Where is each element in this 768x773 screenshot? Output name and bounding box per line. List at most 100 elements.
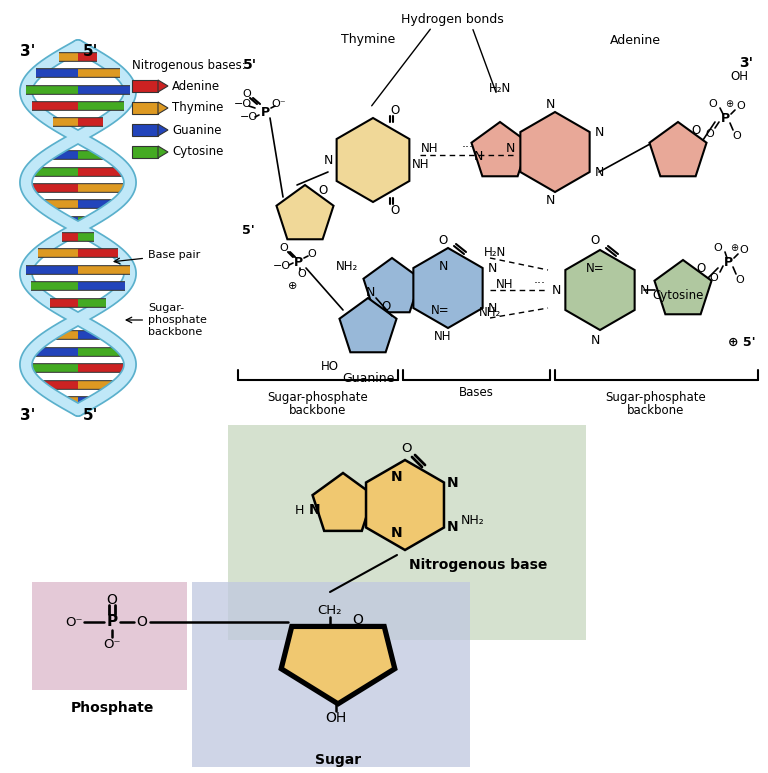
Text: N: N xyxy=(473,151,482,164)
Polygon shape xyxy=(283,628,393,702)
Text: OH: OH xyxy=(730,70,748,83)
Text: Adenine: Adenine xyxy=(610,33,660,46)
Text: O: O xyxy=(713,243,723,253)
Text: NH₂: NH₂ xyxy=(336,260,358,273)
Text: H₂N: H₂N xyxy=(484,246,506,258)
Text: N=: N= xyxy=(586,261,604,274)
Text: O: O xyxy=(390,203,399,216)
Polygon shape xyxy=(565,250,634,330)
FancyBboxPatch shape xyxy=(228,425,586,640)
Text: Guanine: Guanine xyxy=(342,372,394,384)
Text: O⁻: O⁻ xyxy=(272,99,286,109)
Text: O: O xyxy=(243,89,251,99)
Text: Hydrogen bonds: Hydrogen bonds xyxy=(401,12,503,26)
Text: O: O xyxy=(319,185,328,197)
Text: Base pair: Base pair xyxy=(114,250,200,264)
Text: Thymine: Thymine xyxy=(172,101,223,114)
Text: H₂N: H₂N xyxy=(489,81,511,94)
Text: 5': 5' xyxy=(242,223,254,237)
Text: P: P xyxy=(107,615,118,629)
Text: N: N xyxy=(591,333,600,346)
Bar xyxy=(132,146,158,158)
FancyBboxPatch shape xyxy=(32,582,187,690)
Text: −O: −O xyxy=(234,99,252,109)
Text: P: P xyxy=(723,256,733,268)
Text: ⊕: ⊕ xyxy=(288,281,298,291)
Text: NH₂: NH₂ xyxy=(461,513,485,526)
Polygon shape xyxy=(413,248,482,328)
Text: N: N xyxy=(545,193,554,206)
Text: N: N xyxy=(447,476,458,490)
Text: O: O xyxy=(740,245,748,255)
Text: O: O xyxy=(280,243,288,253)
Text: 5': 5' xyxy=(82,45,98,60)
Text: Phosphate: Phosphate xyxy=(71,701,154,715)
Text: Adenine: Adenine xyxy=(172,80,220,93)
Text: N=: N= xyxy=(431,304,449,316)
Text: O: O xyxy=(737,101,746,111)
Text: O: O xyxy=(353,613,363,627)
Text: N: N xyxy=(639,284,649,297)
Polygon shape xyxy=(339,298,396,352)
Text: O: O xyxy=(591,233,600,247)
Polygon shape xyxy=(650,122,707,176)
Text: N: N xyxy=(545,97,554,111)
Text: O: O xyxy=(107,593,118,607)
Text: ⊕ 5': ⊕ 5' xyxy=(728,335,756,349)
Text: Cytosine: Cytosine xyxy=(172,145,223,158)
Text: NH: NH xyxy=(412,158,430,172)
Text: O: O xyxy=(402,441,412,455)
Text: ···: ··· xyxy=(462,141,474,155)
Text: ···: ··· xyxy=(534,278,546,291)
Text: N: N xyxy=(323,154,333,166)
Text: O: O xyxy=(137,615,147,629)
Bar xyxy=(132,124,158,136)
Text: O⁻: O⁻ xyxy=(65,615,83,628)
Text: N: N xyxy=(439,260,448,273)
Text: N: N xyxy=(391,526,402,540)
Text: HO: HO xyxy=(321,359,339,373)
Text: Sugar-phosphate: Sugar-phosphate xyxy=(267,391,369,404)
Text: 3': 3' xyxy=(739,56,753,70)
Text: P: P xyxy=(720,111,730,124)
Text: N: N xyxy=(551,284,561,297)
FancyBboxPatch shape xyxy=(192,582,470,767)
Polygon shape xyxy=(366,460,444,550)
Text: CH₂: CH₂ xyxy=(318,604,343,617)
Polygon shape xyxy=(158,80,168,92)
Text: Guanine: Guanine xyxy=(172,124,221,137)
Text: N: N xyxy=(594,165,604,179)
Text: O: O xyxy=(298,269,306,279)
Text: O⁻: O⁻ xyxy=(103,638,121,651)
Text: O: O xyxy=(697,261,706,274)
Text: N: N xyxy=(391,470,402,484)
Text: N: N xyxy=(594,125,604,138)
Text: P: P xyxy=(260,105,270,118)
Text: N: N xyxy=(488,301,497,315)
Text: Nitrogenous base: Nitrogenous base xyxy=(409,558,547,572)
Text: O: O xyxy=(733,131,741,141)
Text: H: H xyxy=(294,503,303,516)
Bar xyxy=(132,80,158,92)
Text: O: O xyxy=(439,233,448,247)
Text: O: O xyxy=(736,275,744,285)
Polygon shape xyxy=(283,628,393,702)
Text: N: N xyxy=(447,520,458,534)
Text: backbone: backbone xyxy=(290,404,346,417)
Polygon shape xyxy=(313,473,373,531)
Polygon shape xyxy=(276,185,333,240)
Polygon shape xyxy=(363,258,421,312)
Polygon shape xyxy=(158,124,168,136)
Text: 5': 5' xyxy=(243,58,257,72)
Text: O: O xyxy=(706,129,714,139)
Text: −O: −O xyxy=(240,112,258,122)
Text: OH: OH xyxy=(326,711,346,725)
Polygon shape xyxy=(654,260,711,315)
Text: O: O xyxy=(709,99,717,109)
Text: Bases: Bases xyxy=(458,386,493,399)
Text: Thymine: Thymine xyxy=(341,33,395,46)
Text: N: N xyxy=(366,287,375,299)
Text: O: O xyxy=(390,104,399,117)
Text: 3': 3' xyxy=(20,407,35,423)
Text: O: O xyxy=(691,124,700,137)
